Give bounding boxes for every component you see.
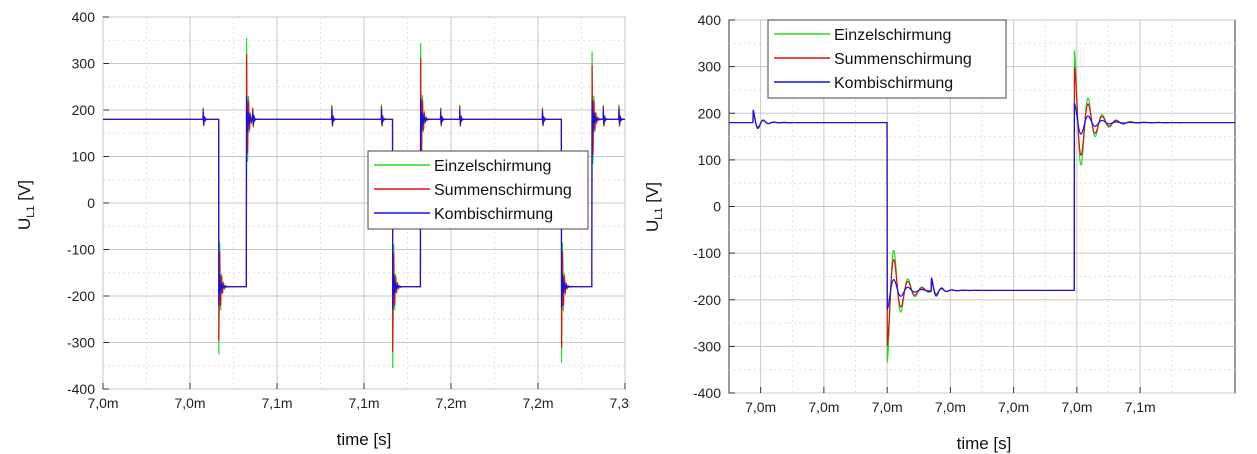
y-tick-label: 100 [698, 152, 722, 168]
x-tick-label: 7,0m [935, 399, 966, 415]
plot-area-right: -400 -300 -200 -100 0 100 200 300 400 7,0m 7,0m 7,0… [693, 12, 1236, 415]
y-tick-label: 200 [72, 102, 96, 118]
y-tick-label: -200 [693, 292, 721, 308]
x-tick-label: 7,0m [872, 399, 903, 415]
x-tick-label: 7,3m [609, 395, 630, 411]
legend-label: Summenschirmung [434, 182, 572, 199]
plot-area-left: -400 -300 -200 -100 0 100 200 300 400 7,0m 7,0m 7,1… [67, 9, 630, 411]
y-tick-label: -100 [67, 242, 95, 258]
y-axis-title-right: UL1 [V] [643, 182, 665, 232]
x-tick-label: 7,2m [435, 395, 466, 411]
y-tick-label: -100 [693, 245, 721, 261]
x-tick-label: 7,0m [808, 399, 839, 415]
x-tick-label: 7,1m [1125, 399, 1156, 415]
x-tick-label: 7,0m [87, 395, 118, 411]
y-tick-label: -400 [67, 381, 95, 397]
chart-right: -400 -300 -200 -100 0 100 200 300 400 7,0m 7,0m 7,0… [643, 12, 1236, 453]
y-tick-label: 400 [72, 9, 96, 25]
x-tick-label: 7,0m [998, 399, 1029, 415]
x-tick-label: 7,0m [174, 395, 205, 411]
series-line [729, 102, 1235, 311]
y-tick-label: 0 [713, 199, 721, 215]
legend-label: Einzelschirmung [834, 27, 951, 44]
series-line [103, 96, 625, 310]
x-axis-title-left: time [s] [337, 430, 392, 449]
x-tick-label: 7,1m [261, 395, 292, 411]
x-tick-label: 7,0m [1061, 399, 1092, 415]
y-tick-label: -400 [693, 385, 721, 401]
y-tick-label: 300 [698, 59, 722, 75]
y-tick-label: 0 [87, 195, 95, 211]
legend-box [767, 19, 1007, 99]
y-tick-label: 300 [72, 56, 96, 72]
y-tick-label: -300 [67, 335, 95, 351]
y-tick-label: 400 [698, 12, 722, 28]
y-axis-title-left: UL1 [V] [15, 180, 37, 230]
y-tick-label: 200 [698, 105, 722, 121]
x-axis-title-right: time [s] [957, 434, 1012, 453]
y-tick-label: -300 [693, 338, 721, 354]
chart-left: -400 -300 -200 -100 0 100 200 300 400 7,0m 7,0m 7,1… [15, 9, 630, 449]
y-tick-label: -200 [67, 288, 95, 304]
legend-label: Einzelschirmung [434, 158, 551, 175]
legend-label: Kombischirmung [434, 206, 553, 223]
x-tick-label: 7,0m [745, 399, 776, 415]
y-tick-label: 100 [72, 149, 96, 165]
legend-label: Kombischirmung [834, 75, 953, 92]
legend-label: Summenschirmung [834, 51, 972, 68]
x-tick-label: 7,1m [348, 395, 379, 411]
x-tick-label: 7,2m [522, 395, 553, 411]
legend-box [367, 150, 589, 230]
